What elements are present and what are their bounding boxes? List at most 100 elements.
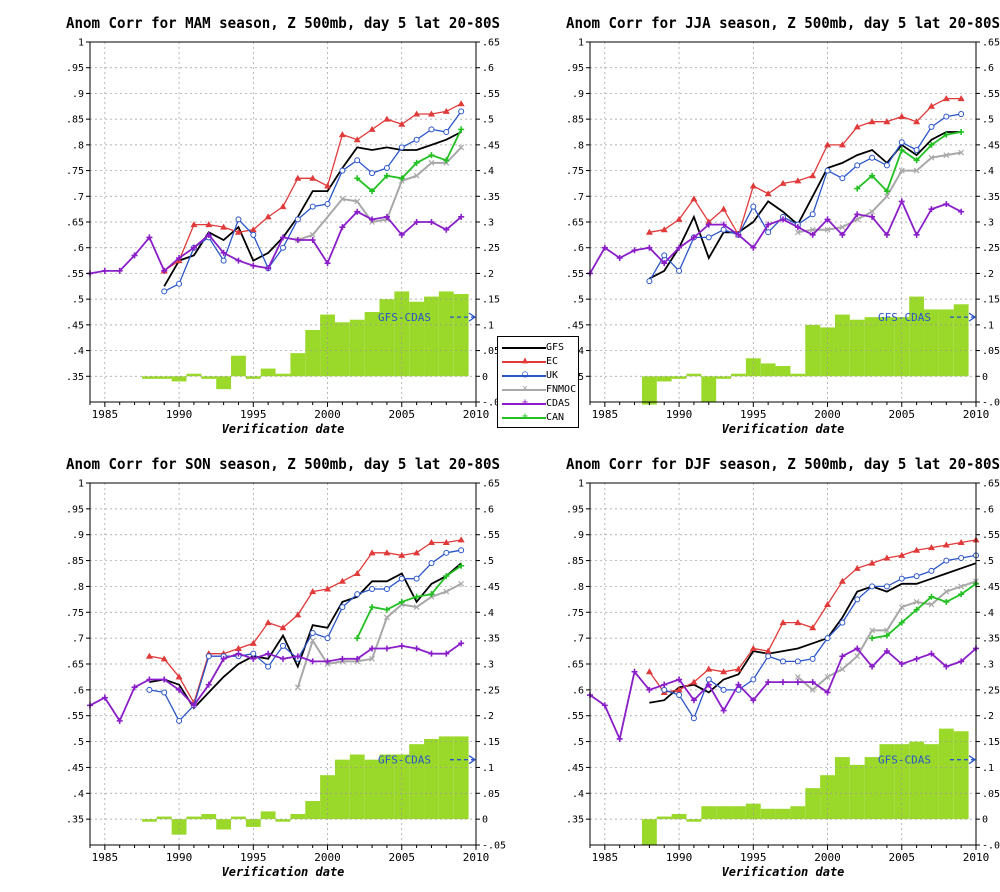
bar-gfs-cdas bbox=[641, 376, 657, 405]
chart-panel-2: .35 .4 .45 .5 .55 .6 .65 .7 .75 .8 .85 .9 .95 1 -.05 0.… bbox=[66, 455, 506, 879]
point-can bbox=[913, 157, 920, 164]
bar-gfs-cdas bbox=[879, 317, 895, 377]
legend-marker-x-icon: × bbox=[521, 383, 529, 394]
point-uk bbox=[428, 560, 435, 567]
ytick-label: .8 bbox=[572, 582, 584, 593]
ytick-label: .65 bbox=[566, 218, 584, 229]
bar-gfs-cdas bbox=[834, 314, 850, 377]
point-uk bbox=[824, 167, 831, 174]
point-ec bbox=[675, 686, 683, 693]
ytick-label: .75 bbox=[566, 608, 584, 619]
point-ec bbox=[645, 668, 653, 675]
bar-gfs-cdas bbox=[424, 296, 439, 377]
point-fnmoc bbox=[928, 601, 935, 608]
xtick-label: 2000 bbox=[314, 408, 341, 421]
xtick-label: 2010 bbox=[963, 408, 990, 421]
point-ec bbox=[927, 102, 935, 109]
bar-gfs-cdas bbox=[290, 353, 306, 377]
bar-gfs-cdas bbox=[141, 376, 157, 379]
y2tick-label: .35 bbox=[982, 634, 1000, 645]
y2tick-label: .6 bbox=[482, 504, 494, 515]
bar-gfs-cdas bbox=[805, 324, 821, 377]
point-uk bbox=[428, 126, 435, 133]
point-cdas bbox=[616, 735, 623, 742]
ytick-label: .35 bbox=[566, 815, 584, 826]
y2tick-label: .05 bbox=[482, 789, 500, 800]
point-ec bbox=[720, 668, 728, 675]
point-ec bbox=[324, 182, 332, 189]
bar-gfs-cdas bbox=[864, 757, 880, 820]
point-cdas bbox=[309, 237, 316, 243]
point-uk bbox=[854, 596, 861, 603]
y2tick-label: .55 bbox=[482, 89, 500, 100]
point-uk bbox=[898, 139, 905, 146]
point-cdas bbox=[928, 650, 935, 657]
point-ec bbox=[398, 551, 406, 558]
ytick-label: .5 bbox=[72, 295, 84, 306]
bar-gfs-cdas bbox=[231, 816, 246, 820]
bar-gfs-cdas bbox=[201, 376, 217, 379]
y2tick-label: .65 bbox=[982, 479, 1000, 490]
bar-gfs-cdas bbox=[201, 813, 217, 820]
point-cdas bbox=[324, 658, 331, 665]
point-cdas bbox=[280, 234, 286, 241]
point-cdas bbox=[765, 679, 772, 686]
ytick-label: .85 bbox=[566, 115, 584, 126]
bar-gfs-cdas bbox=[156, 816, 172, 820]
point-uk bbox=[443, 129, 450, 135]
point-ec bbox=[898, 551, 906, 558]
y2tick-label: 0 bbox=[982, 815, 988, 826]
point-ec bbox=[442, 107, 450, 114]
ytick-label: .55 bbox=[566, 711, 584, 722]
point-cdas bbox=[190, 702, 197, 709]
y2tick-label: .25 bbox=[982, 685, 1000, 696]
bar-gfs-cdas bbox=[790, 806, 806, 820]
point-cdas bbox=[794, 679, 801, 686]
xtick-label: 1990 bbox=[666, 851, 693, 864]
ytick-label: .85 bbox=[66, 556, 84, 567]
ytick-label: .45 bbox=[566, 763, 584, 774]
point-cdas bbox=[676, 244, 683, 251]
point-can bbox=[383, 606, 390, 613]
point-fnmoc bbox=[943, 152, 950, 159]
y2tick-label: .4 bbox=[982, 166, 994, 177]
legend-line bbox=[502, 417, 546, 419]
point-cdas bbox=[958, 658, 965, 665]
point-can bbox=[898, 619, 905, 626]
bar-gfs-cdas bbox=[216, 819, 232, 830]
bar-gfs-cdas bbox=[938, 728, 954, 820]
point-can bbox=[928, 593, 935, 600]
point-cdas bbox=[383, 645, 390, 652]
y2tick-label: .2 bbox=[482, 711, 494, 722]
y2tick-label: .4 bbox=[482, 608, 494, 619]
y2tick-label: .25 bbox=[982, 243, 1000, 254]
bar-gfs-cdas bbox=[820, 327, 835, 377]
point-can bbox=[369, 188, 376, 195]
point-can bbox=[443, 573, 450, 580]
point-cdas bbox=[601, 244, 608, 251]
point-cdas bbox=[839, 231, 846, 238]
point-uk bbox=[383, 586, 390, 593]
point-ec bbox=[234, 644, 242, 651]
y2tick-label: .1 bbox=[482, 320, 494, 331]
point-cdas bbox=[809, 231, 816, 238]
point-cdas bbox=[720, 707, 727, 714]
point-cdas bbox=[443, 650, 450, 657]
point-uk bbox=[250, 231, 257, 238]
point-ec bbox=[749, 644, 757, 651]
point-ec bbox=[398, 120, 406, 127]
bar-gfs-cdas bbox=[716, 806, 732, 820]
series-line-can bbox=[356, 129, 463, 193]
point-ec bbox=[442, 538, 450, 545]
ytick-label: .95 bbox=[66, 504, 84, 515]
point-uk bbox=[720, 226, 727, 233]
legend-item-ec: ▲ EC bbox=[498, 355, 578, 369]
point-cdas bbox=[780, 216, 786, 223]
y2tick-label: .45 bbox=[982, 582, 1000, 593]
point-cdas bbox=[690, 234, 697, 241]
xtick-label: 2005 bbox=[389, 851, 416, 864]
point-can bbox=[928, 141, 935, 148]
ytick-label: .45 bbox=[66, 320, 84, 331]
point-cdas bbox=[294, 237, 301, 243]
point-uk bbox=[413, 136, 420, 143]
